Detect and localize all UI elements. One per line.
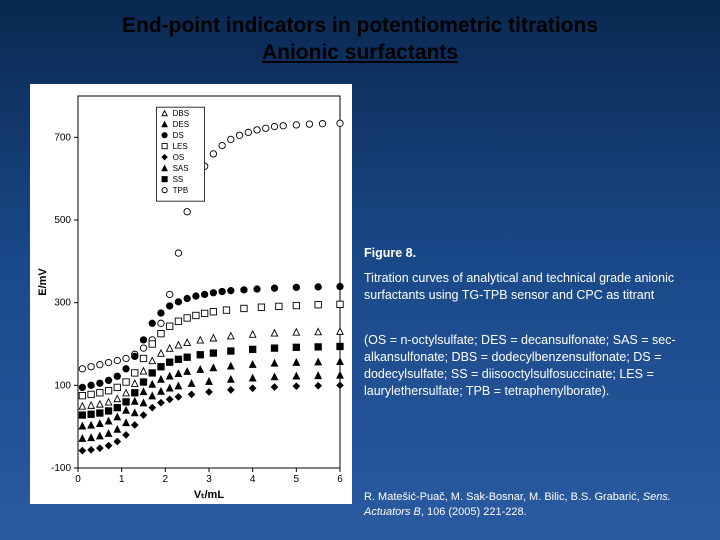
- figure-description: Titration curves of analytical and techn…: [364, 270, 694, 304]
- svg-text:-100: -100: [51, 463, 71, 474]
- svg-text:4: 4: [250, 474, 256, 485]
- titration-chart: -100 100 300 500 700 0 1 2 3 4 5 6 Vₜ/mL E/mV DBS DES DS…: [30, 84, 352, 504]
- svg-text:300: 300: [54, 298, 71, 309]
- figure-label: Figure 8.: [364, 245, 694, 262]
- svg-text:1: 1: [119, 474, 125, 485]
- figure-citation: R. Matešić-Puač, M. Sak-Bosnar, M. Bilic…: [364, 490, 694, 520]
- svg-text:Vₜ/mL: Vₜ/mL: [194, 489, 224, 501]
- title-line-2: Anionic surfactants: [0, 41, 720, 65]
- svg-text:5: 5: [294, 474, 300, 485]
- slide-title: End-point indicators in potentiometric t…: [0, 14, 720, 65]
- svg-text:SS: SS: [173, 175, 184, 184]
- svg-text:500: 500: [54, 215, 71, 226]
- title-line-1: End-point indicators in potentiometric t…: [0, 14, 720, 38]
- svg-text:700: 700: [54, 132, 71, 143]
- svg-text:6: 6: [337, 474, 343, 485]
- slide-root: End-point indicators in potentiometric t…: [0, 0, 720, 540]
- svg-text:DS: DS: [173, 131, 184, 140]
- svg-text:SAS: SAS: [173, 164, 189, 173]
- svg-text:E/mV: E/mV: [37, 268, 49, 296]
- svg-text:100: 100: [54, 380, 71, 391]
- svg-text:0: 0: [75, 474, 81, 485]
- svg-text:DBS: DBS: [173, 109, 189, 118]
- svg-text:OS: OS: [173, 153, 185, 162]
- figure-key: (OS = n-octylsulfate; DES = decansulfona…: [364, 332, 694, 400]
- svg-text:TPB: TPB: [173, 186, 189, 195]
- svg-text:2: 2: [163, 474, 169, 485]
- svg-text:LES: LES: [173, 142, 188, 151]
- svg-text:DES: DES: [173, 120, 189, 129]
- svg-text:3: 3: [206, 474, 212, 485]
